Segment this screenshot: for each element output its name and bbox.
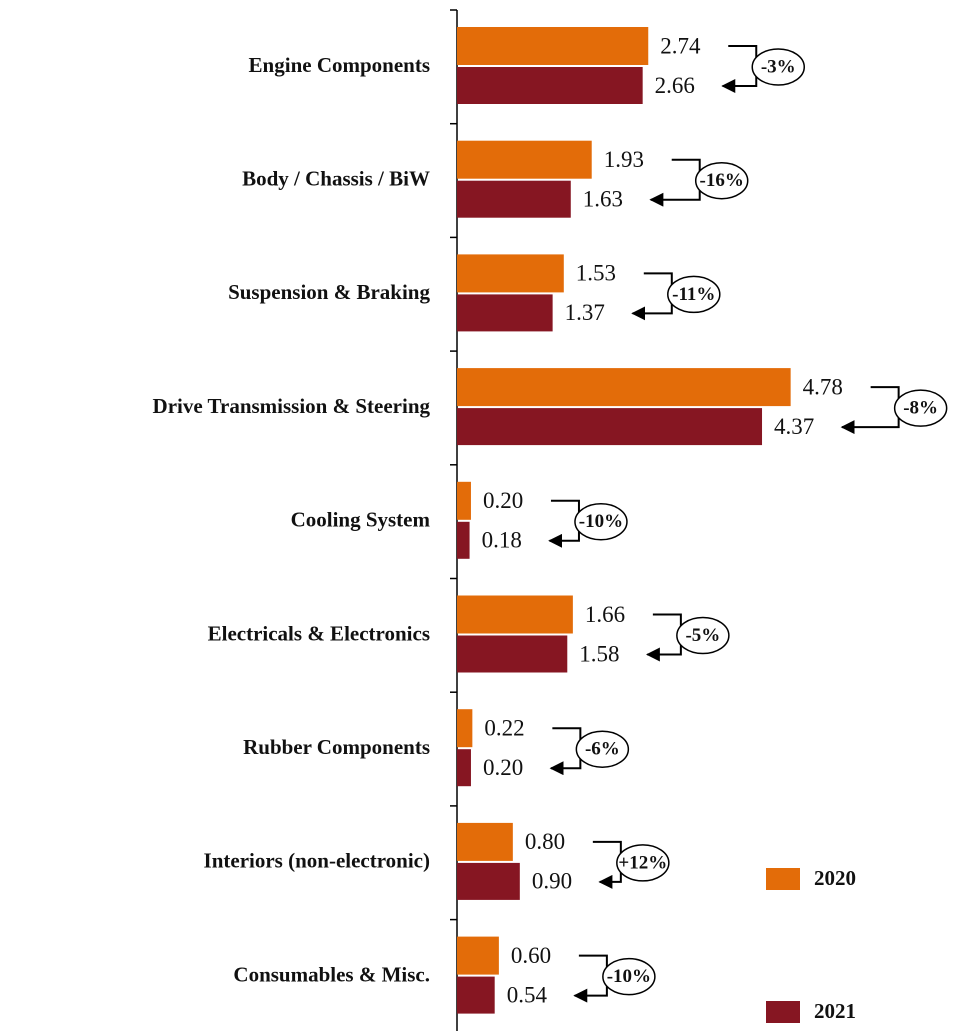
value-label: 0.90 bbox=[532, 869, 572, 894]
value-label: 1.58 bbox=[579, 641, 619, 666]
value-label: 1.53 bbox=[576, 261, 616, 286]
value-label: 4.78 bbox=[803, 374, 843, 399]
value-label: 0.60 bbox=[511, 943, 551, 968]
change-label: -5% bbox=[685, 625, 720, 646]
change-bubble bbox=[616, 844, 670, 882]
change-bracket bbox=[631, 272, 673, 321]
category-label: Interiors (non-electronic) bbox=[204, 849, 430, 873]
change-label: -11% bbox=[672, 284, 715, 305]
bar bbox=[457, 481, 471, 520]
change-label: -8% bbox=[903, 397, 938, 418]
bar bbox=[457, 709, 473, 748]
bar bbox=[457, 521, 470, 559]
bar bbox=[457, 180, 571, 218]
change-bracket bbox=[840, 386, 900, 435]
value-label: 2.74 bbox=[660, 33, 701, 58]
category-label: Suspension & Braking bbox=[228, 280, 430, 304]
change-label: -16% bbox=[700, 170, 744, 191]
category-label: Consumables & Misc. bbox=[233, 962, 430, 986]
value-label: 0.20 bbox=[483, 755, 523, 780]
legend-swatch bbox=[766, 868, 800, 890]
bar bbox=[457, 368, 791, 407]
category-label: Rubber Components bbox=[243, 735, 430, 759]
bar bbox=[457, 254, 564, 293]
change-bubble bbox=[574, 503, 628, 541]
bar bbox=[457, 976, 495, 1014]
change-label: -10% bbox=[607, 966, 651, 987]
change-bracket bbox=[573, 954, 608, 1003]
bar bbox=[457, 27, 649, 65]
value-label: 4.37 bbox=[774, 414, 814, 439]
value-label: 1.93 bbox=[604, 147, 644, 172]
value-label: 1.63 bbox=[583, 186, 623, 211]
change-label: +12% bbox=[618, 852, 667, 873]
bar bbox=[457, 635, 568, 673]
category-label: Electricals & Electronics bbox=[208, 621, 430, 645]
change-bubble bbox=[694, 161, 749, 200]
bar bbox=[457, 822, 513, 861]
value-label: 0.80 bbox=[525, 829, 565, 854]
legend-swatch bbox=[766, 1001, 800, 1023]
change-label: -10% bbox=[579, 511, 623, 532]
bar bbox=[457, 67, 643, 104]
value-label: 2.66 bbox=[655, 73, 695, 98]
bar bbox=[457, 595, 573, 634]
category-label: Body / Chassis / BiW bbox=[242, 167, 430, 191]
change-bubble bbox=[676, 616, 730, 655]
bar bbox=[457, 749, 471, 787]
change-bracket bbox=[645, 613, 682, 662]
change-bubble bbox=[893, 389, 948, 427]
bar bbox=[457, 140, 592, 179]
legend-label: 2021 bbox=[814, 999, 856, 1023]
change-bubble bbox=[667, 275, 721, 314]
value-label: 1.66 bbox=[585, 602, 625, 627]
bar bbox=[457, 294, 553, 332]
change-label: -3% bbox=[761, 56, 796, 77]
change-bubble bbox=[751, 48, 806, 86]
value-label: 0.54 bbox=[507, 982, 548, 1007]
category-label: Cooling System bbox=[291, 508, 431, 532]
change-bracket bbox=[649, 158, 701, 207]
change-bubble bbox=[602, 957, 656, 996]
value-label: 0.22 bbox=[484, 715, 524, 740]
bar bbox=[457, 862, 520, 900]
value-label: 0.18 bbox=[482, 528, 522, 553]
change-bracket bbox=[721, 45, 758, 93]
legend-label: 2020 bbox=[814, 866, 856, 890]
value-label: 0.20 bbox=[483, 488, 523, 513]
bar bbox=[457, 408, 763, 446]
change-label: -6% bbox=[585, 739, 620, 760]
bar bbox=[457, 936, 499, 975]
category-label: Drive Transmission & Steering bbox=[153, 394, 431, 418]
value-label: 1.37 bbox=[565, 300, 605, 325]
category-label: Engine Components bbox=[249, 53, 430, 77]
change-bubble bbox=[575, 730, 630, 768]
